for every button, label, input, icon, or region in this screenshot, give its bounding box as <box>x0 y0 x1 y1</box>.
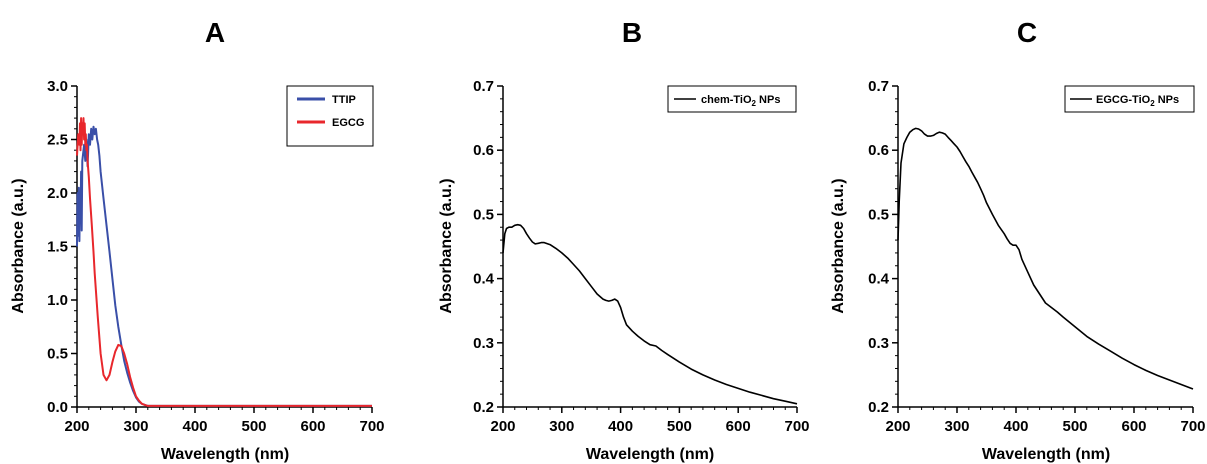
x-tick-label-c: 500 <box>1062 418 1087 435</box>
x-tick-label-a: 300 <box>123 418 148 435</box>
x-tick-label-a: 200 <box>64 418 89 435</box>
y-tick-label-b: 0.2 <box>473 399 494 416</box>
panel-b: B 0.2 0.3 0.4 0.5 0.6 0.7 200 300 400 500 600 700 W… <box>438 17 810 463</box>
x-tick-label-a: 700 <box>359 418 384 435</box>
y-tick-label-a: 3.0 <box>47 78 68 95</box>
y-tick-label-a: 0.0 <box>47 399 68 416</box>
x-tick-label-b: 700 <box>784 418 809 435</box>
y-axis-label-a: Absorbance (a.u.) <box>10 178 27 313</box>
x-tick-label-c: 200 <box>885 418 910 435</box>
series-line-egcg-tio2-nps <box>897 127 1194 390</box>
y-tick-label-c: 0.2 <box>868 399 889 416</box>
series-line-egcg <box>76 117 372 407</box>
panel-letter-b: B <box>622 17 642 48</box>
legend-label-chem-tio2: chem-TiO2 NPs <box>701 94 780 108</box>
x-tick-label-b: 600 <box>726 418 751 435</box>
y-tick-label-c: 0.4 <box>868 271 890 288</box>
x-tick-label-a: 400 <box>182 418 207 435</box>
series-line-chem-tio2-nps <box>502 223 798 405</box>
legend-box-a <box>286 85 374 147</box>
x-tick-label-b: 500 <box>667 418 692 435</box>
plot-b: 0.2 0.3 0.4 0.5 0.6 0.7 200 300 400 500 600 700 <box>473 78 809 435</box>
y-tick-label-a: 2.5 <box>47 132 68 149</box>
panel-c: C 0.2 0.3 0.4 0.5 0.6 0.7 200 300 400 500 600 700 W… <box>830 17 1206 463</box>
y-axis-label-c: Absorbance (a.u.) <box>830 178 847 313</box>
x-axis-label-b: Wavelength (nm) <box>586 446 714 463</box>
legend-b: chem-TiO2 NPs <box>667 85 797 113</box>
x-tick-label-c: 300 <box>944 418 969 435</box>
y-tick-label-c: 0.7 <box>868 78 889 95</box>
y-tick-label-b: 0.4 <box>473 271 495 288</box>
x-tick-label-c: 400 <box>1003 418 1028 435</box>
y-axis-label-b: Absorbance (a.u.) <box>438 178 455 313</box>
y-tick-label-b: 0.3 <box>473 335 494 352</box>
x-tick-label-b: 200 <box>490 418 515 435</box>
x-tick-label-a: 600 <box>300 418 325 435</box>
y-tick-label-c: 0.5 <box>868 206 889 223</box>
legend-label-ttip: TTIP <box>332 94 356 106</box>
plot-c: 0.2 0.3 0.4 0.5 0.6 0.7 200 300 400 500 600 700 <box>868 78 1205 435</box>
x-tick-label-c: 600 <box>1121 418 1146 435</box>
legend-a: TTIP EGCG <box>286 85 374 147</box>
y-tick-label-b: 0.7 <box>473 78 494 95</box>
y-tick-label-a: 2.0 <box>47 185 68 202</box>
series-line-ttip <box>76 125 372 407</box>
y-tick-label-b: 0.5 <box>473 206 494 223</box>
x-tick-label-a: 500 <box>241 418 266 435</box>
legend-label-egcg: EGCG <box>332 117 364 129</box>
plot-a: 0.0 0.5 1.0 1.5 2.0 2.5 3.0 200 300 400 500 600 700 <box>47 78 384 435</box>
y-tick-label-c: 0.3 <box>868 335 889 352</box>
y-tick-label-a: 1.0 <box>47 292 68 309</box>
x-tick-label-b: 300 <box>549 418 574 435</box>
y-tick-label-a: 0.5 <box>47 346 68 363</box>
panel-letter-a: A <box>205 17 225 48</box>
panel-letter-c: C <box>1017 17 1037 48</box>
y-tick-label-b: 0.6 <box>473 142 494 159</box>
y-tick-label-c: 0.6 <box>868 142 889 159</box>
x-axis-label-c: Wavelength (nm) <box>982 446 1110 463</box>
x-tick-label-c: 700 <box>1180 418 1205 435</box>
y-tick-label-a: 1.5 <box>47 239 68 256</box>
x-tick-label-b: 400 <box>608 418 633 435</box>
legend-c: EGCG-TiO2 NPs <box>1064 85 1195 113</box>
x-axis-label-a: Wavelength (nm) <box>161 446 289 463</box>
legend-label-egcg-tio2: EGCG-TiO2 NPs <box>1096 94 1179 108</box>
panel-a: A 0.0 0.5 1.0 1.5 2.0 2.5 3.0 200 300 400 500 600 70… <box>10 17 385 463</box>
